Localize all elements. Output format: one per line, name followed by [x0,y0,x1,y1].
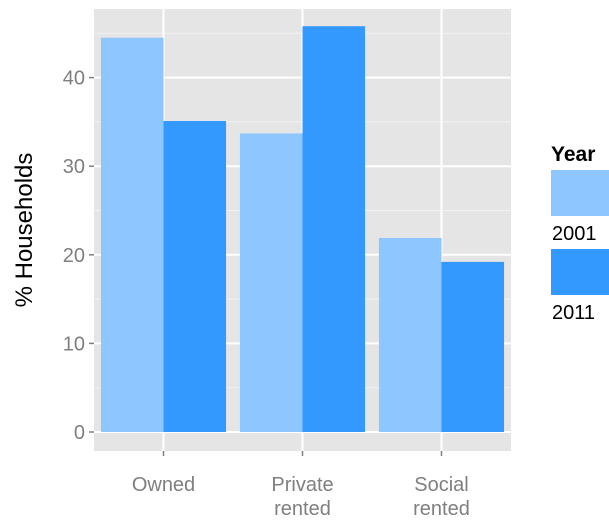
y-tick-label: 40 [63,68,85,90]
bar-2011-0 [163,121,227,432]
bar-2001-1 [239,133,303,432]
bar-2011-2 [441,261,505,432]
y-axis: 0 10 20 30 40 [63,68,94,444]
legend-label-2011: 2011 [552,302,595,324]
y-tick-label: 0 [74,422,85,444]
legend-label-2001: 2001 [552,223,597,245]
y-tick-label: 20 [63,245,85,267]
bar-2001-0 [100,37,164,432]
legend: Year 2001 2011 [551,143,609,324]
legend-title: Year [551,143,595,166]
y-tick-label: 30 [63,156,85,178]
y-tick-label: 10 [63,333,85,355]
bars-group [100,26,505,432]
legend-swatch-2001 [551,170,609,216]
x-tick-label: Private rented [271,474,333,519]
legend-swatch-2011 [551,249,609,295]
bar-2011-1 [302,26,366,432]
bar-2001-2 [378,237,442,432]
x-tick-label: Social rented [413,474,470,519]
x-axis: Owned Private rented Social rented [132,451,470,520]
x-tick-label: Owned [132,474,195,496]
y-axis-title: % Households [11,153,38,308]
